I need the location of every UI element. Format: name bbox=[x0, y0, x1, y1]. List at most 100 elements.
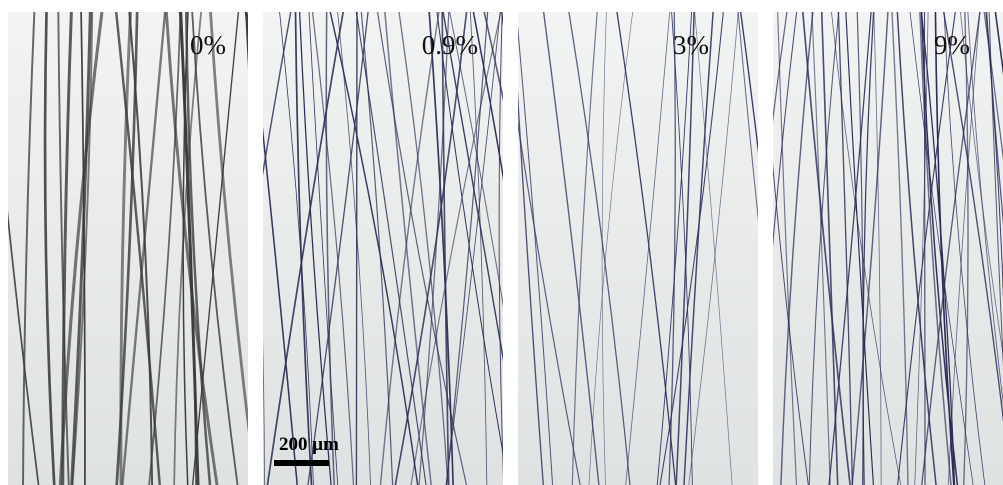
panel-background bbox=[518, 12, 758, 485]
fiber bbox=[337, 12, 372, 485]
fiber bbox=[80, 12, 86, 485]
fiber-group bbox=[518, 12, 758, 485]
fiber bbox=[542, 12, 600, 485]
fiber bbox=[442, 12, 503, 360]
panel-label: 0% bbox=[190, 30, 226, 60]
scale-bar bbox=[274, 460, 329, 466]
fiber bbox=[428, 12, 454, 485]
fiber bbox=[191, 12, 240, 485]
fiber bbox=[909, 12, 974, 485]
fiber bbox=[182, 12, 189, 485]
fiber bbox=[773, 12, 798, 248]
scale-bar-label: 200 μm bbox=[279, 434, 339, 455]
fiber bbox=[121, 12, 167, 485]
fiber bbox=[410, 12, 502, 485]
fiber bbox=[355, 12, 358, 485]
fiber bbox=[179, 12, 200, 485]
fiber bbox=[568, 12, 631, 485]
panel-label: 3% bbox=[673, 30, 709, 60]
fiber bbox=[983, 12, 1003, 161]
fiber bbox=[588, 12, 634, 485]
fiber bbox=[119, 12, 132, 485]
panel-label: 9% bbox=[934, 30, 970, 60]
fiber bbox=[394, 12, 468, 485]
fiber bbox=[780, 12, 814, 485]
fiber bbox=[811, 12, 831, 485]
fibers bbox=[0, 12, 1003, 485]
fiber bbox=[943, 12, 1003, 423]
fiber bbox=[22, 12, 36, 485]
fiber bbox=[58, 12, 104, 485]
fiber bbox=[759, 12, 770, 485]
fiber bbox=[298, 12, 332, 485]
fiber-group bbox=[759, 12, 1003, 485]
fiber bbox=[445, 12, 489, 485]
fiber bbox=[209, 12, 248, 434]
fiber bbox=[828, 12, 872, 485]
fiber bbox=[469, 12, 488, 485]
fiber-group bbox=[0, 12, 248, 485]
fiber bbox=[921, 12, 981, 485]
fiber bbox=[737, 12, 758, 222]
fiber bbox=[191, 12, 239, 485]
fiber bbox=[985, 12, 1003, 300]
fiber bbox=[355, 12, 427, 485]
fiber bbox=[311, 12, 355, 485]
fiber bbox=[616, 12, 677, 485]
fiber bbox=[683, 12, 714, 485]
fiber bbox=[571, 12, 598, 485]
fiber bbox=[43, 12, 56, 485]
fiber bbox=[934, 12, 955, 485]
fiber bbox=[967, 12, 1003, 405]
fiber bbox=[773, 12, 788, 123]
fiber bbox=[656, 12, 693, 485]
fiber bbox=[398, 12, 449, 485]
fiber bbox=[0, 12, 2, 485]
fiber bbox=[57, 12, 70, 485]
fiber bbox=[845, 12, 875, 485]
fiber bbox=[688, 12, 739, 485]
fiber bbox=[831, 12, 902, 485]
fiber bbox=[498, 12, 503, 479]
fiber bbox=[518, 120, 581, 485]
fiber bbox=[518, 25, 554, 485]
fiber bbox=[919, 12, 952, 485]
fiber bbox=[360, 12, 394, 485]
fiber bbox=[329, 12, 419, 485]
fiber bbox=[266, 12, 345, 485]
fiber bbox=[777, 12, 798, 485]
fiber bbox=[148, 12, 182, 485]
fiber bbox=[308, 12, 339, 485]
panel-background bbox=[263, 12, 503, 485]
fiber bbox=[897, 12, 956, 485]
fiber bbox=[8, 210, 40, 485]
fiber bbox=[740, 12, 758, 154]
panel-label: 0.9% bbox=[422, 30, 478, 60]
fiber bbox=[873, 12, 882, 485]
fiber bbox=[625, 12, 671, 485]
fiber bbox=[436, 12, 503, 457]
fiber bbox=[675, 12, 695, 485]
fiber bbox=[601, 12, 607, 485]
fiber bbox=[943, 12, 986, 485]
fiber bbox=[445, 12, 501, 485]
fiber bbox=[671, 12, 693, 485]
fiber bbox=[263, 126, 298, 485]
fiber bbox=[164, 12, 219, 485]
fiber bbox=[963, 12, 969, 485]
fiber bbox=[801, 12, 851, 485]
fiber bbox=[862, 12, 875, 485]
fiber bbox=[379, 12, 440, 485]
fiber bbox=[483, 12, 503, 102]
fiber bbox=[891, 12, 909, 485]
fiber bbox=[263, 12, 292, 177]
fiber bbox=[325, 12, 335, 485]
fiber bbox=[128, 12, 154, 485]
fiber bbox=[307, 12, 369, 485]
fiber bbox=[294, 12, 313, 485]
fiber bbox=[914, 12, 929, 485]
fiber bbox=[668, 12, 676, 485]
fiber bbox=[71, 12, 94, 485]
fiber bbox=[472, 12, 503, 181]
